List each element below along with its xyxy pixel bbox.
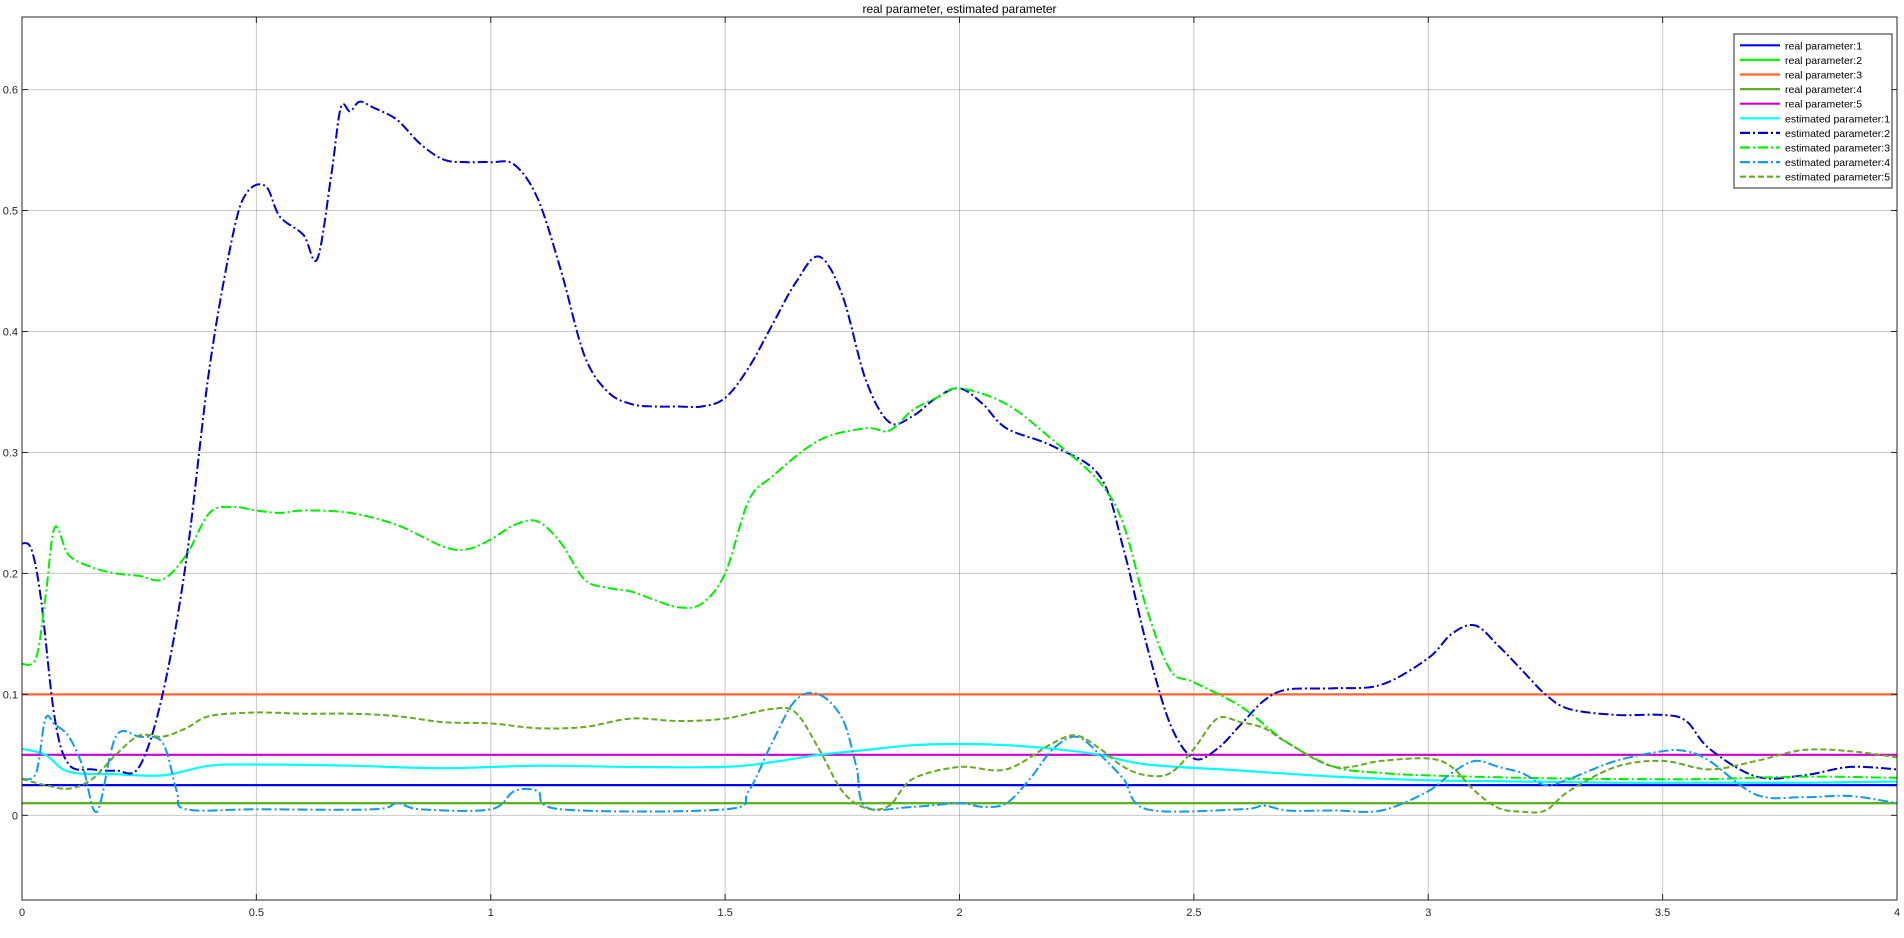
series-layer xyxy=(21,100,1898,814)
plot-area xyxy=(22,17,1897,900)
legend-label: real parameter:4 xyxy=(1785,84,1862,96)
chart-title: real parameter, estimated parameter xyxy=(862,2,1056,16)
series-line-9 xyxy=(21,691,1898,813)
legend-label: estimated parameter:2 xyxy=(1785,128,1890,140)
x-tick-label: 2 xyxy=(956,907,962,919)
legend-label: estimated parameter:1 xyxy=(1785,113,1890,125)
x-tick-label: 2.5 xyxy=(1186,907,1201,919)
series-line-10 xyxy=(21,706,1898,814)
x-tick-label: 3.5 xyxy=(1655,907,1670,919)
x-tick-label: 4 xyxy=(1894,907,1900,919)
legend-label: estimated parameter:4 xyxy=(1785,157,1890,169)
series-line-6 xyxy=(21,742,1898,784)
legend: real parameter:1 real parameter:2 real par… xyxy=(1733,33,1893,189)
x-tick-label: 1 xyxy=(488,907,494,919)
x-tick-label: 0.5 xyxy=(249,907,264,919)
y-tick-label: 0.6 xyxy=(3,85,18,97)
x-tick-label: 3 xyxy=(1425,907,1431,919)
y-tick-label: 0.1 xyxy=(3,689,18,701)
y-tick-label: 0.5 xyxy=(3,206,18,218)
legend-label: estimated parameter:3 xyxy=(1785,143,1890,155)
series-line-7 xyxy=(21,100,1898,780)
y-tick-label: 0.3 xyxy=(3,447,18,459)
legend-label: real parameter:5 xyxy=(1785,99,1862,111)
y-tick-label: 0.4 xyxy=(3,326,18,338)
x-tick-label: 1.5 xyxy=(717,907,732,919)
legend-label: real parameter:1 xyxy=(1785,40,1862,52)
legend-label: real parameter:3 xyxy=(1785,70,1862,82)
legend-label: real parameter:2 xyxy=(1785,55,1862,67)
x-tick-label: 0 xyxy=(19,907,25,919)
axis-ticks: 0 0.5 1 1.5 2 2.5 3 3.5 4 0 0.1 0.2 0.3 0.4 0.5 0.6 xyxy=(3,17,1900,919)
legend-label: estimated parameter:5 xyxy=(1785,172,1890,184)
y-tick-label: 0 xyxy=(12,810,18,822)
y-tick-label: 0.2 xyxy=(3,568,18,580)
